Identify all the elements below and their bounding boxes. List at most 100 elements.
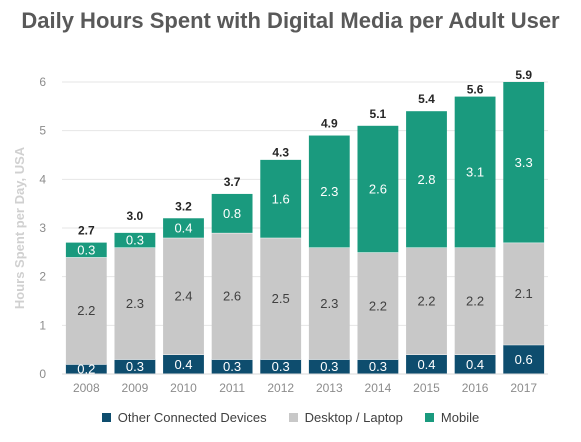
data-label: 0.3 xyxy=(320,359,338,374)
bar-segment xyxy=(503,344,545,374)
x-tick-label: 2010 xyxy=(170,381,197,395)
bar-segment xyxy=(308,135,350,248)
y-tick-label: 2 xyxy=(39,270,46,284)
total-label: 5.1 xyxy=(370,107,387,121)
y-tick-label: 0 xyxy=(39,367,46,381)
bar-segment xyxy=(308,247,350,360)
data-label: 2.6 xyxy=(223,289,241,304)
y-tick-label: 5 xyxy=(39,124,46,138)
legend-item: Mobile xyxy=(424,410,480,425)
data-label: 0.4 xyxy=(417,357,435,372)
data-label: 0.3 xyxy=(369,359,387,374)
total-label: 3.7 xyxy=(224,175,241,189)
legend-swatch xyxy=(101,413,111,422)
data-label: 2.2 xyxy=(77,303,95,318)
legend-swatch xyxy=(288,413,298,422)
data-label: 0.8 xyxy=(223,206,241,221)
y-tick-label: 6 xyxy=(39,75,46,89)
data-label: 0.4 xyxy=(174,357,192,372)
total-label: 5.6 xyxy=(467,82,484,96)
x-tick-label: 2013 xyxy=(316,381,343,395)
legend-label: Mobile xyxy=(440,410,480,425)
bar-segment xyxy=(454,247,496,355)
legend-item: Other Connected Devices xyxy=(101,410,267,425)
bar-segment xyxy=(503,82,545,243)
bar-segment xyxy=(65,257,107,365)
data-label: 2.1 xyxy=(515,286,533,301)
bar-segment xyxy=(260,237,302,360)
bar-segment xyxy=(357,359,399,374)
chart-svg: 0 1 2 3 4 5 6 Hours Spent per Day, USA 0.2 2.2 0.3… xyxy=(12,68,548,395)
data-label: 0.3 xyxy=(272,359,290,374)
total-label: 2.7 xyxy=(78,224,95,238)
chart-legend: Other Connected Devices Desktop / Laptop M… xyxy=(0,410,581,425)
data-label: 2.2 xyxy=(417,294,435,309)
data-label: 2.3 xyxy=(126,296,144,311)
bar-segment xyxy=(163,354,204,374)
bar-segment xyxy=(357,125,399,253)
bar-segment xyxy=(114,247,156,360)
total-label: 3.0 xyxy=(127,209,144,223)
legend-label: Other Connected Devices xyxy=(117,410,267,425)
bar-segment xyxy=(211,232,253,360)
data-label: 3.1 xyxy=(466,165,484,180)
data-label: 0.3 xyxy=(77,242,95,257)
legend-label: Desktop / Laptop xyxy=(304,410,403,425)
data-label: 3.3 xyxy=(515,155,533,170)
total-label: 5.4 xyxy=(418,92,435,106)
data-label: 0.4 xyxy=(174,221,192,236)
data-label: 0.4 xyxy=(466,357,484,372)
bar-segment xyxy=(114,359,156,374)
x-tick-label: 2011 xyxy=(219,381,245,395)
bar-segment xyxy=(65,242,107,258)
bar-segment xyxy=(260,359,302,374)
bar-segment xyxy=(163,237,204,355)
y-tick-label: 3 xyxy=(39,221,46,235)
data-label: 2.3 xyxy=(320,296,338,311)
data-label: 2.3 xyxy=(320,184,338,199)
bar-segment xyxy=(308,359,350,374)
data-label: 0.6 xyxy=(515,352,533,367)
bar-segment xyxy=(406,354,447,374)
bar-segment xyxy=(357,252,399,360)
bar-segment xyxy=(211,359,253,374)
x-tick-label: 2017 xyxy=(510,381,537,395)
data-label: 2.8 xyxy=(417,172,435,187)
total-label: 4.3 xyxy=(272,146,289,160)
bar-segment xyxy=(406,111,447,248)
y-tick-label: 4 xyxy=(39,172,46,186)
bar-segment xyxy=(114,232,156,248)
x-tick-label: 2009 xyxy=(122,381,149,395)
x-tick-label: 2012 xyxy=(267,381,294,395)
data-label: 0.2 xyxy=(77,362,95,377)
bar-segment xyxy=(65,364,107,374)
data-label: 2.2 xyxy=(369,298,387,313)
total-label: 4.9 xyxy=(321,117,338,131)
total-label: 5.9 xyxy=(515,68,532,82)
chart-title: Daily Hours Spent with Digital Media per… xyxy=(21,8,560,33)
bar-segment xyxy=(211,193,253,233)
legend-swatch xyxy=(424,413,434,422)
y-tick-label: 1 xyxy=(39,318,46,332)
bar-segment xyxy=(503,242,545,345)
x-tick-label: 2014 xyxy=(365,381,392,395)
bar-segment xyxy=(454,96,496,248)
legend-item: Desktop / Laptop xyxy=(288,410,403,425)
data-label: 2.6 xyxy=(369,182,387,197)
data-label: 0.3 xyxy=(223,359,241,374)
data-label: 2.4 xyxy=(174,289,192,304)
data-label: 2.5 xyxy=(272,291,290,306)
bar-segment xyxy=(406,247,447,355)
data-label: 0.3 xyxy=(126,233,144,248)
y-axis-label: Hours Spent per Day, USA xyxy=(12,146,27,309)
total-label: 3.2 xyxy=(175,199,192,213)
data-label: 0.3 xyxy=(126,359,144,374)
bar-segment xyxy=(454,354,496,374)
x-tick-label: 2016 xyxy=(462,381,489,395)
data-label: 1.6 xyxy=(272,191,290,206)
bar-segment xyxy=(163,218,204,238)
bar-segment xyxy=(260,159,302,238)
x-tick-label: 2015 xyxy=(413,381,440,395)
x-tick-label: 2008 xyxy=(73,381,100,395)
